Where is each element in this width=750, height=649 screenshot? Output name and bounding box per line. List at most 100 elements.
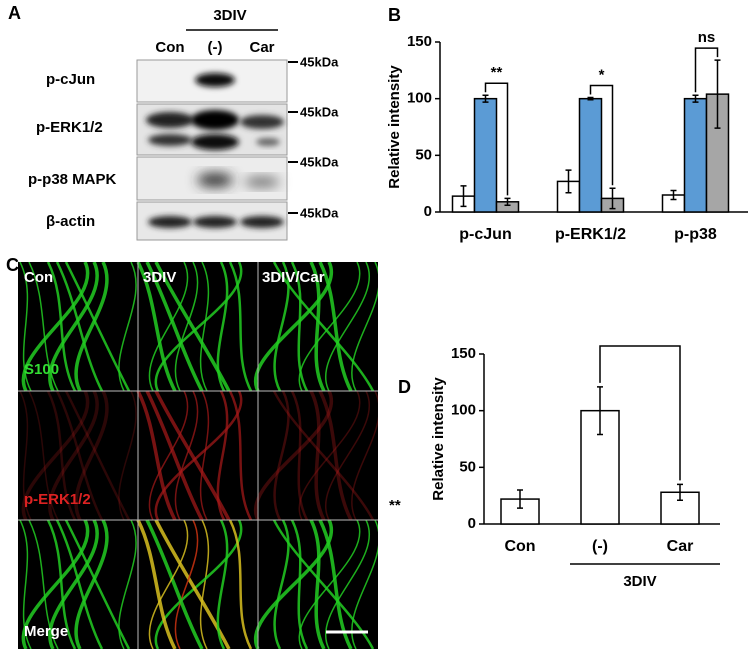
fiber xyxy=(351,519,378,649)
fiber xyxy=(318,390,353,521)
fiber xyxy=(118,519,137,649)
fiber xyxy=(46,519,77,649)
fiber xyxy=(290,390,309,521)
fiber xyxy=(64,519,131,649)
fiber xyxy=(74,519,109,649)
fiber xyxy=(253,262,334,392)
marker-label: 45kDa xyxy=(300,104,339,119)
fiber xyxy=(64,390,131,521)
bar xyxy=(578,97,603,213)
fiber xyxy=(309,262,326,392)
band xyxy=(197,173,233,187)
lane-label: Car xyxy=(249,39,274,56)
fiber xyxy=(148,519,189,649)
fiber xyxy=(19,390,32,521)
row-label: p-ERK1/2 xyxy=(24,491,91,508)
y-tick-label: 150 xyxy=(451,345,476,362)
y-tick-label: 50 xyxy=(459,458,476,475)
significance: * xyxy=(599,67,605,84)
band xyxy=(244,177,280,187)
band xyxy=(191,110,239,130)
fiber xyxy=(145,519,204,649)
error-bar xyxy=(587,96,594,101)
error-bar xyxy=(460,185,467,208)
band xyxy=(191,134,239,150)
fiber xyxy=(48,519,99,649)
fiber xyxy=(118,262,137,392)
x-tick-label: Car xyxy=(667,538,694,555)
x-tick-label: Con xyxy=(504,538,535,555)
bracket xyxy=(484,82,509,196)
bracket xyxy=(599,345,681,481)
bar xyxy=(683,97,708,213)
fiber xyxy=(216,390,229,521)
fiber xyxy=(272,390,375,521)
fiber xyxy=(64,262,131,392)
panel-label: A xyxy=(8,3,21,23)
band xyxy=(240,216,284,228)
error-bar xyxy=(714,59,721,129)
fiber xyxy=(309,519,326,649)
error-bar xyxy=(565,169,572,194)
fiber xyxy=(46,390,77,521)
fiber xyxy=(145,390,204,521)
row-label: S100 xyxy=(24,361,59,378)
fiber xyxy=(145,262,204,392)
marker-label: 45kDa xyxy=(300,154,339,169)
fiber xyxy=(290,519,309,649)
fiber xyxy=(174,519,199,649)
column-label: 3DIV xyxy=(143,269,176,286)
fiber xyxy=(148,262,189,392)
band xyxy=(146,112,194,128)
fiber xyxy=(199,390,210,521)
fiber xyxy=(228,519,253,649)
band xyxy=(148,134,192,146)
fiber xyxy=(21,262,90,392)
band xyxy=(195,73,235,87)
fiber xyxy=(28,519,59,649)
error-bar xyxy=(517,489,523,509)
fiber xyxy=(136,390,177,521)
fiber xyxy=(228,390,253,521)
fiber xyxy=(253,390,334,521)
fiber xyxy=(55,390,104,521)
fiber xyxy=(28,390,59,521)
y-axis-label: Relative intensity xyxy=(386,65,403,189)
error-bar xyxy=(597,386,603,436)
y-tick-label: 0 xyxy=(468,515,476,532)
fiber xyxy=(318,262,353,392)
fiber xyxy=(216,262,229,392)
fiber xyxy=(21,390,90,521)
fiber xyxy=(136,519,177,649)
y-tick-label: 100 xyxy=(407,90,432,107)
fiber xyxy=(154,390,243,521)
fibers xyxy=(19,262,378,649)
y-axis-label: Relative intensity xyxy=(430,377,447,501)
blot-group-label: 3DIV xyxy=(213,7,246,24)
fiber xyxy=(154,519,231,649)
fiber xyxy=(19,262,32,392)
band xyxy=(256,138,280,146)
fiber xyxy=(46,262,77,392)
fiber xyxy=(28,262,59,392)
fiber xyxy=(351,390,378,521)
row-label: p-p38 MAPK xyxy=(28,171,117,188)
marker-label: 45kDa xyxy=(300,205,339,220)
fiber xyxy=(118,390,137,521)
blot: 3DIV Con (-) Car p-cJun p-ERK1/2 p-p38 M… xyxy=(28,7,339,241)
row-label: p-cJun xyxy=(46,71,95,88)
fiber xyxy=(273,519,290,649)
fiber xyxy=(272,519,375,649)
fiber xyxy=(154,390,231,521)
fiber xyxy=(199,519,210,649)
fiber xyxy=(154,262,243,392)
fiber xyxy=(154,519,243,649)
fiber xyxy=(272,262,375,392)
lane-label: Con xyxy=(155,39,184,56)
significance: ** xyxy=(389,497,401,514)
fiber xyxy=(199,262,210,392)
fiber xyxy=(325,262,370,392)
marker-label: 45kDa xyxy=(300,54,339,69)
error-bar xyxy=(609,187,616,210)
fiber xyxy=(48,390,99,521)
